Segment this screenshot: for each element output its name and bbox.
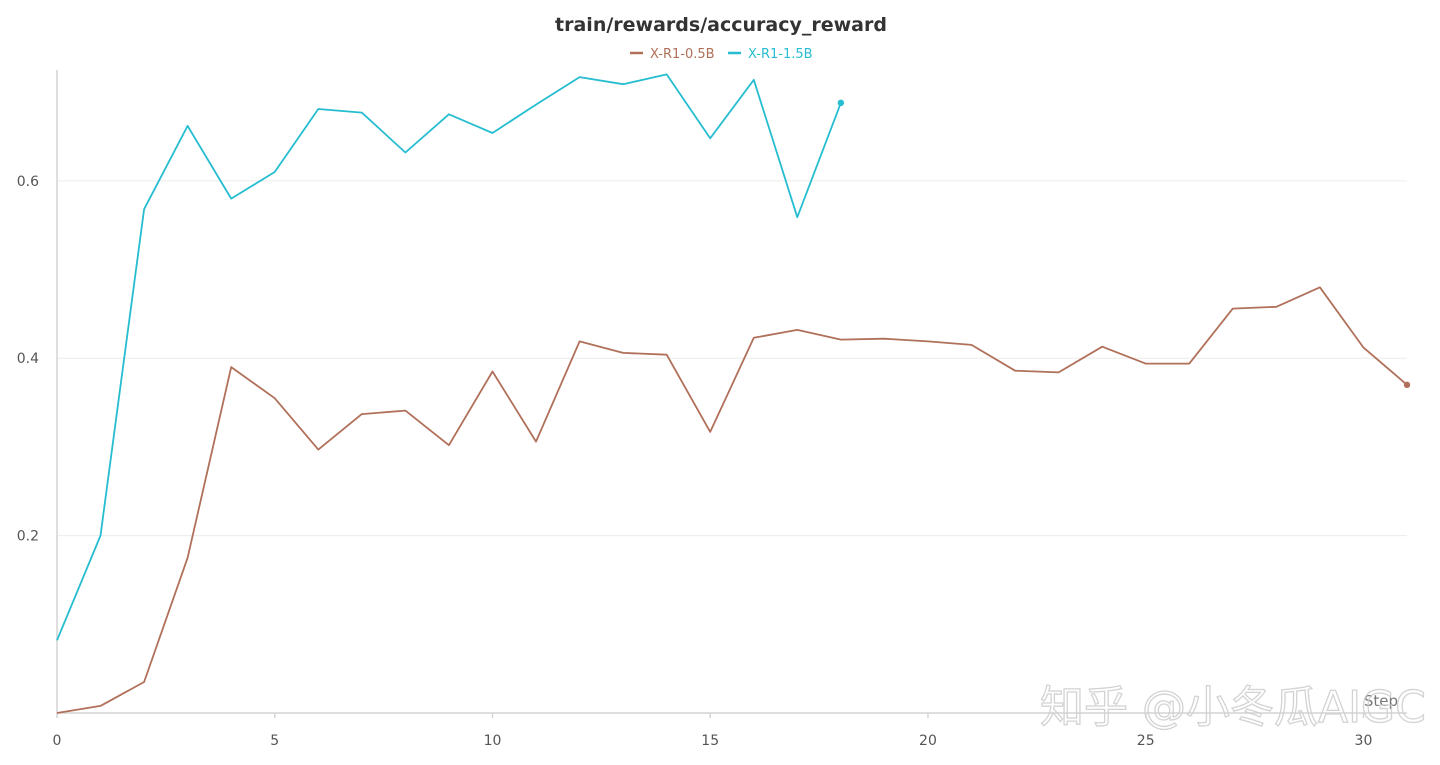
x-tick-label: 0 [53, 733, 62, 749]
x-tick-label: 30 [1355, 733, 1373, 749]
watermark: 知乎 @小冬瓜AIGC [1040, 682, 1426, 733]
series-end-point-0 [1403, 381, 1411, 389]
x-tick-label: 5 [270, 733, 279, 749]
x-tick-label: 25 [1137, 733, 1155, 749]
grid-lines [57, 180, 1407, 537]
series-line-0 [56, 286, 1408, 714]
x-tick-label: 20 [919, 733, 937, 749]
x-axis-label: Step [1364, 692, 1398, 710]
series-lines [56, 73, 1411, 714]
tick-labels: 0.2 0.4 0.6 0 5 10 15 20 25 30 [17, 174, 1373, 749]
series-line-1 [56, 73, 842, 641]
legend: X-R1-0.5B X-R1-1.5B [630, 47, 813, 62]
axes [56, 70, 1407, 718]
x-tick-label: 15 [701, 733, 719, 749]
chart-title: train/rewards/accuracy_reward [555, 14, 887, 36]
y-tick-label: 0.2 [17, 529, 39, 545]
x-tick-label: 10 [484, 733, 502, 749]
legend-label-1: X-R1-1.5B [748, 47, 813, 62]
y-tick-label: 0.6 [17, 174, 39, 190]
legend-label-0: X-R1-0.5B [650, 47, 715, 62]
y-tick-label: 0.4 [17, 351, 39, 367]
series-end-point-1 [837, 99, 845, 107]
